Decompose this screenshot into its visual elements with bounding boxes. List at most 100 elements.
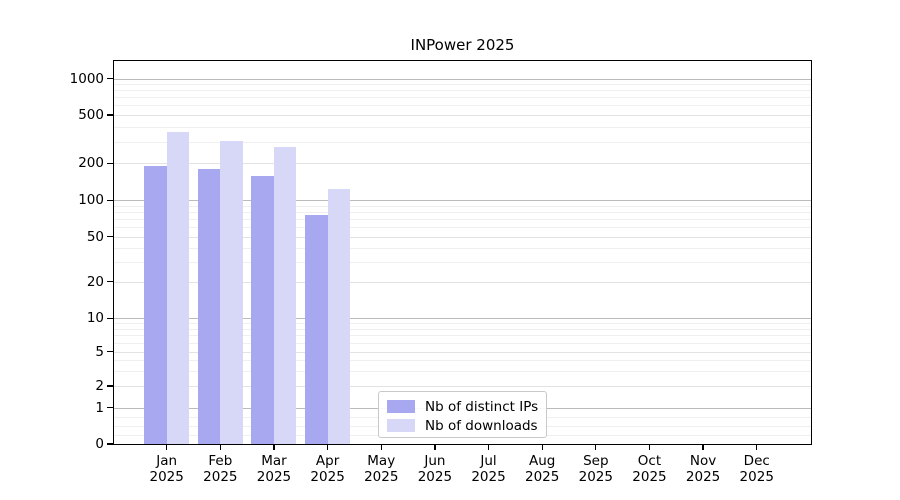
gridline-10 (114, 318, 811, 320)
x-tick-label-nov: Nov 2025 (671, 453, 735, 485)
legend-item-distinct-ips: Nb of distinct IPs (387, 397, 538, 416)
gridline-500 (114, 115, 811, 116)
legend-label-downloads: Nb of downloads (425, 417, 538, 434)
y-tick-mark (107, 385, 113, 387)
minor-gridline (114, 370, 811, 372)
x-tick-month: Feb (208, 453, 233, 469)
x-tick-mark (756, 444, 758, 450)
x-tick-year: 2025 (739, 469, 774, 485)
minor-gridline (114, 342, 811, 344)
x-tick-year: 2025 (417, 469, 453, 485)
minor-gridline (114, 212, 811, 213)
x-tick-label-mar: Mar 2025 (242, 453, 306, 485)
x-tick-label-aug: Aug 2025 (510, 453, 574, 485)
legend-item-downloads: Nb of downloads (387, 416, 538, 435)
y-tick-label: 20 (86, 273, 104, 290)
x-tick-mark (166, 444, 168, 450)
gridline-200 (114, 163, 811, 165)
minor-gridline (114, 219, 811, 221)
x-tick-label-sep: Sep 2025 (564, 453, 628, 485)
x-tick-mark (595, 444, 597, 450)
x-tick-mark (434, 444, 436, 450)
x-tick-year: 2025 (471, 469, 506, 485)
y-tick-label: 2 (95, 378, 104, 394)
x-tick-mark (326, 444, 329, 450)
y-tick-mark (107, 443, 113, 445)
x-tick-year: 2025 (685, 469, 721, 485)
x-tick-mark (648, 444, 651, 450)
minor-gridline (114, 90, 811, 92)
x-tick-label-feb: Feb 2025 (188, 453, 252, 485)
plot-area: 0 1 2 5 10 20 50 100 200 500 1000 Jan 2025 Feb 2025 Mar… (70, 60, 812, 485)
x-tick-mark (541, 444, 543, 450)
bar-downloads-apr (327, 188, 351, 444)
minor-gridline (114, 205, 811, 207)
x-tick-year: 2025 (149, 469, 184, 485)
legend: Nb of distinct IPs Nb of downloads (378, 391, 547, 438)
gridline-20 (114, 281, 811, 283)
bar-distinct-ips-jan (144, 166, 167, 444)
x-tick-month: Oct (637, 453, 662, 469)
gridline-1000 (114, 78, 811, 80)
x-tick-mark (273, 444, 275, 450)
bar-distinct-ips-mar (251, 175, 274, 444)
bar-downloads-feb (220, 141, 243, 444)
bar-distinct-ips-apr (305, 215, 328, 444)
chart-title: INPower 2025 (410, 36, 515, 54)
minor-gridline (114, 261, 811, 263)
x-tick-label-may: May 2025 (349, 453, 413, 485)
minor-gridline (114, 84, 811, 86)
y-tick-mark (107, 199, 113, 201)
y-tick-label: 10 (86, 310, 104, 327)
y-tick-label: 0 (95, 436, 104, 452)
x-tick-month: Jul (480, 453, 497, 469)
y-tick-mark (107, 317, 113, 319)
x-tick-year: 2025 (364, 469, 399, 485)
gridline-2 (114, 386, 811, 387)
minor-gridline (114, 335, 811, 337)
y-tick-label: 100 (78, 192, 104, 209)
x-tick-mark (487, 444, 490, 450)
y-tick-mark (107, 77, 113, 80)
bar-distinct-ips-feb (197, 168, 221, 444)
x-tick-month: Aug (528, 453, 556, 469)
gridline-50 (114, 236, 811, 238)
x-tick-label-jul: Jul 2025 (457, 453, 521, 485)
x-tick-month: Dec (743, 453, 770, 469)
x-tick-label-jan: Jan 2025 (135, 453, 199, 485)
gridline-100 (114, 200, 811, 202)
x-tick-month: Jun (424, 453, 446, 469)
x-tick-month: Apr (315, 453, 340, 469)
x-tick-month: Mar (261, 453, 287, 469)
minor-gridline (114, 105, 811, 107)
x-tick-label-oct: Oct 2025 (617, 453, 681, 485)
y-tick-label: 5 (95, 343, 104, 360)
x-tick-year: 2025 (256, 469, 292, 485)
x-tick-month: Jan (156, 453, 178, 469)
x-tick-month: Sep (583, 453, 609, 469)
legend-swatch-downloads (387, 419, 415, 432)
gridline-5 (114, 351, 811, 353)
minor-gridline (114, 227, 811, 229)
y-tick-label: 500 (78, 107, 104, 123)
x-tick-month: May (367, 453, 396, 469)
minor-gridline (114, 97, 811, 99)
minor-gridline (114, 126, 811, 128)
bar-downloads-jan (166, 132, 190, 444)
bar-downloads-mar (274, 147, 297, 444)
x-tick-mark (380, 444, 382, 450)
y-tick-label: 1000 (69, 70, 104, 87)
y-tick-mark (107, 281, 113, 283)
x-tick-mark (702, 444, 704, 450)
legend-swatch-distinct-ips (387, 400, 415, 413)
y-tick-label: 200 (78, 155, 104, 172)
y-tick-mark (107, 407, 113, 409)
x-tick-year: 2025 (310, 469, 345, 485)
x-tick-month: Nov (689, 453, 717, 469)
x-tick-year: 2025 (203, 469, 238, 485)
x-tick-year: 2025 (632, 469, 667, 485)
minor-gridline (114, 323, 811, 325)
minor-gridline (114, 360, 811, 362)
minor-gridline (114, 141, 811, 143)
